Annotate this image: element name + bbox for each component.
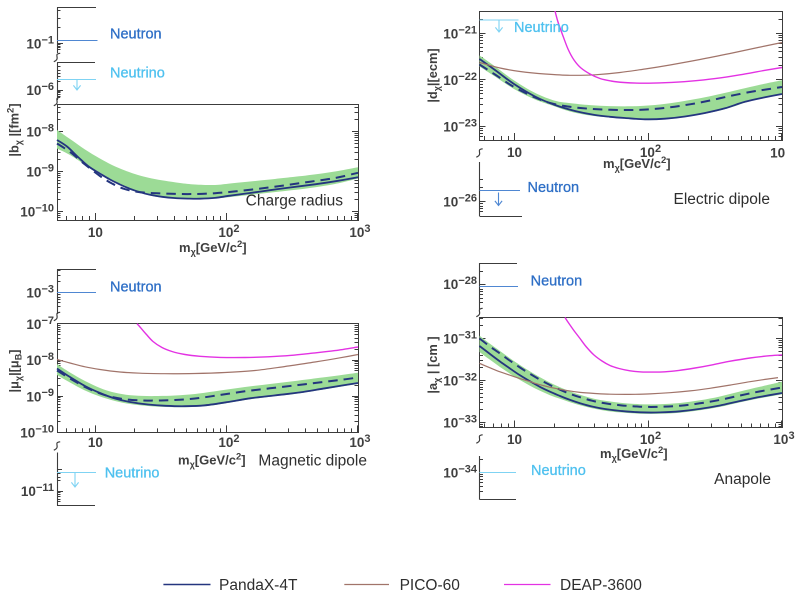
svg-text:Electric dipole: Electric dipole: [674, 191, 771, 208]
svg-text:Neutron: Neutron: [110, 280, 162, 296]
svg-text:10: 10: [507, 432, 522, 447]
svg-text:Magnetic dipole: Magnetic dipole: [258, 453, 367, 470]
svg-text:|dχ|[ecm]: |dχ|[ecm]: [425, 48, 442, 102]
svg-text:mχ[GeV/c2]: mχ[GeV/c2]: [603, 155, 671, 173]
svg-text:Charge radius: Charge radius: [246, 193, 344, 210]
svg-text:Neutrino: Neutrino: [110, 66, 165, 82]
svg-text:mχ[GeV/c2]: mχ[GeV/c2]: [600, 445, 668, 463]
svg-text:Neutron: Neutron: [110, 27, 162, 43]
svg-text:10: 10: [507, 145, 522, 160]
svg-text:Neutrino: Neutrino: [514, 20, 569, 36]
svg-text:Neutron: Neutron: [528, 180, 580, 196]
svg-text:10: 10: [770, 146, 785, 161]
svg-text:Anapole: Anapole: [714, 471, 771, 488]
svg-text:DEAP-3600: DEAP-3600: [560, 577, 642, 594]
svg-text:10: 10: [88, 225, 103, 240]
svg-text:10: 10: [88, 435, 103, 450]
svg-text:mχ[GeV/c2]: mχ[GeV/c2]: [178, 452, 246, 470]
svg-text:mχ[GeV/c2]: mχ[GeV/c2]: [179, 239, 247, 257]
svg-text:Neutron: Neutron: [531, 274, 583, 290]
svg-text:Neutrino: Neutrino: [531, 463, 586, 479]
svg-text:PandaX-4T: PandaX-4T: [219, 577, 298, 594]
svg-text:|μχ|[μB]: |μχ|[μB]: [7, 349, 24, 392]
svg-text:Neutrino: Neutrino: [105, 466, 160, 482]
svg-text:PICO-60: PICO-60: [400, 577, 461, 594]
svg-text:|aχ | [cm ]: |aχ | [cm ]: [425, 336, 442, 393]
